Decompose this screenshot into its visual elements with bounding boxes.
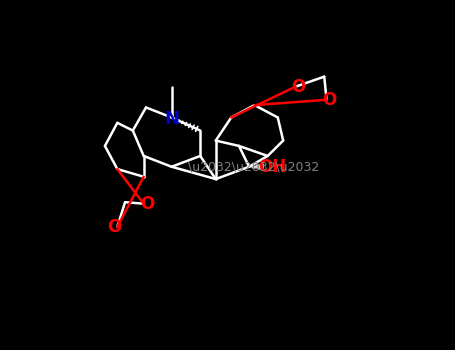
Text: \u2032\u2032\u2032: \u2032\u2032\u2032 xyxy=(188,160,319,173)
Text: N: N xyxy=(164,110,179,128)
Text: OH: OH xyxy=(258,158,286,176)
Text: O: O xyxy=(292,78,306,96)
Text: O: O xyxy=(323,91,337,109)
Text: O: O xyxy=(107,218,121,236)
Text: O: O xyxy=(140,195,154,213)
